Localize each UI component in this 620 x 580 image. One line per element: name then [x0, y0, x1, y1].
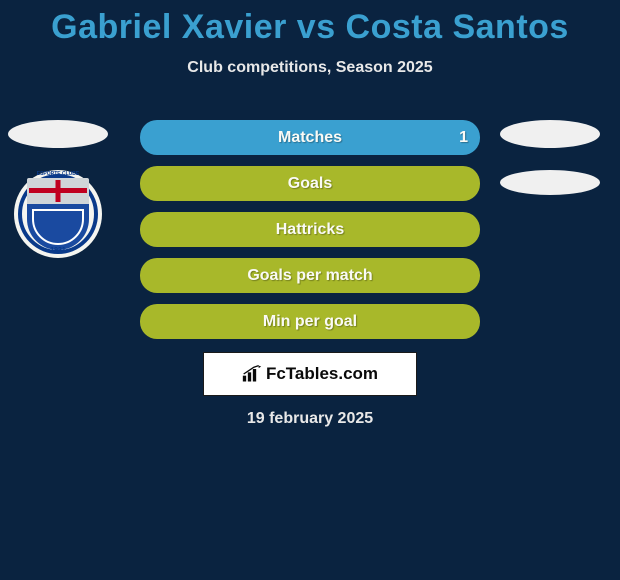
player-placeholder-right: [500, 120, 600, 148]
stat-row: Matches1: [140, 120, 480, 155]
stat-label: Goals: [140, 175, 480, 193]
stats-panel: Matches1 Goals Hattricks Goals per match Min…: [140, 120, 480, 350]
stat-row: Goals per match: [140, 258, 480, 293]
stat-label: Matches: [140, 129, 480, 147]
date-line: 19 february 2025: [0, 410, 620, 428]
page-title: Gabriel Xavier vs Costa Santos: [0, 0, 620, 47]
club-crest-left: ESPORTE CLUBE 1931: [14, 170, 102, 258]
page-subtitle: Club competitions, Season 2025: [0, 59, 620, 77]
stat-label: Min per goal: [140, 313, 480, 331]
chart-bars-icon: [242, 365, 262, 383]
right-badge-column: [500, 120, 600, 195]
left-badge-column: ESPORTE CLUBE 1931: [8, 120, 108, 258]
footer-brand-text: FcTables.com: [266, 364, 378, 384]
crest-year: 1931: [14, 247, 102, 254]
stat-row: Hattricks: [140, 212, 480, 247]
stat-label: Hattricks: [140, 221, 480, 239]
club-placeholder-right: [500, 170, 600, 195]
crest-top-text: ESPORTE CLUBE: [14, 171, 102, 177]
stat-row: Goals: [140, 166, 480, 201]
stat-value-right: 1: [459, 129, 468, 147]
stat-label: Goals per match: [140, 267, 480, 285]
player-placeholder-left: [8, 120, 108, 148]
stat-row: Min per goal: [140, 304, 480, 339]
footer-brand-badge: FcTables.com: [203, 352, 417, 396]
